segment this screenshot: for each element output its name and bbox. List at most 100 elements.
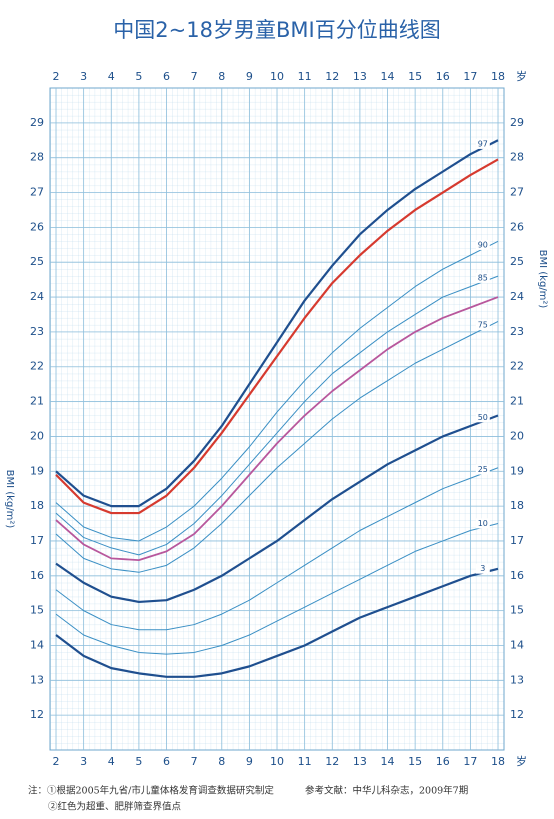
- x-tick-label: 18: [491, 70, 505, 83]
- y-tick-label: 27: [30, 186, 44, 199]
- x-tick-label: 6: [163, 70, 170, 83]
- y-tick-label: 18: [30, 499, 44, 512]
- line-label: 97: [478, 139, 488, 148]
- x-tick-label: 15: [408, 755, 422, 768]
- x-axis-unit: 岁: [516, 754, 527, 768]
- line-label: 50: [478, 413, 488, 422]
- percentile-line: [55, 158, 499, 515]
- x-tick-label: 13: [353, 755, 367, 768]
- y-tick-label: 28: [30, 151, 44, 164]
- line-label-bg: [475, 239, 490, 250]
- y-tick-label: 20: [30, 429, 44, 442]
- y-tick-label: 21: [30, 395, 44, 408]
- x-tick-label: 2: [53, 755, 60, 768]
- y-tick-label: 26: [30, 220, 44, 233]
- note: 注：①根据2005年九省/市儿童体格发育调查数据研究制定: [28, 785, 274, 797]
- x-tick-label: 3: [80, 70, 87, 83]
- y-tick-label: 29: [510, 116, 524, 129]
- line-label: 85: [478, 273, 488, 282]
- y-tick-label: 13: [30, 673, 44, 686]
- x-tick-label: 2: [53, 70, 60, 83]
- x-tick-label: 9: [246, 755, 253, 768]
- x-tick-label: 17: [463, 70, 477, 83]
- y-tick-label: 12: [510, 708, 524, 721]
- y-tick-label: 29: [30, 116, 44, 129]
- x-tick-label: 13: [353, 70, 367, 83]
- line-label-bg: [475, 320, 490, 331]
- y-tick-label: 26: [510, 220, 524, 233]
- chart-title: 中国2~18岁男童BMI百分位曲线图: [113, 18, 440, 42]
- x-tick-label: 5: [135, 70, 142, 83]
- x-tick-label: 14: [381, 70, 395, 83]
- x-tick-label: 10: [270, 70, 284, 83]
- y-tick-label: 19: [510, 464, 524, 477]
- y-tick-label: 21: [510, 395, 524, 408]
- line-label-bg: [475, 138, 490, 149]
- x-tick-label: 11: [298, 755, 312, 768]
- y-tick-label: 16: [30, 569, 44, 582]
- percentile-line: [55, 320, 499, 573]
- x-tick-label: 7: [191, 70, 198, 83]
- y-tick-label: 22: [30, 360, 44, 373]
- percentile-line: [55, 275, 499, 556]
- note: ②红色为超重、肥胖筛查界值点: [48, 801, 182, 813]
- x-tick-label: 6: [163, 755, 170, 768]
- x-tick-label: 15: [408, 70, 422, 83]
- y-tick-label: 18: [510, 499, 524, 512]
- x-tick-label: 8: [218, 755, 225, 768]
- y-tick-label: 14: [510, 638, 524, 651]
- x-tick-label: 16: [436, 755, 450, 768]
- percentile-line: [55, 567, 499, 678]
- x-tick-label: 9: [246, 70, 253, 83]
- y-tick-label: 17: [510, 534, 524, 547]
- y-tick-label: 23: [30, 325, 44, 338]
- line-label: 90: [478, 240, 488, 249]
- y-tick-label: 12: [30, 708, 44, 721]
- x-tick-label: 14: [381, 755, 395, 768]
- y-tick-label: 13: [510, 673, 524, 686]
- x-tick-label: 16: [436, 70, 450, 83]
- y-tick-label: 25: [510, 255, 524, 268]
- y-tick-label: 24: [30, 290, 44, 303]
- y-axis-label: BMI (kg/m²): [537, 250, 548, 309]
- percentile-line: [55, 467, 499, 631]
- y-tick-label: 25: [30, 255, 44, 268]
- x-tick-label: 4: [108, 70, 115, 83]
- y-tick-label: 19: [30, 464, 44, 477]
- y-tick-label: 28: [510, 151, 524, 164]
- x-tick-label: 5: [135, 755, 142, 768]
- percentile-line: [55, 296, 499, 562]
- percentile-line: [55, 414, 499, 604]
- x-tick-label: 10: [270, 755, 284, 768]
- x-tick-label: 8: [218, 70, 225, 83]
- line-label: 75: [478, 321, 488, 330]
- y-tick-label: 24: [510, 290, 524, 303]
- y-tick-label: 14: [30, 638, 44, 651]
- y-tick-label: 22: [510, 360, 524, 373]
- line-label: 3: [480, 564, 485, 573]
- line-label-bg: [475, 412, 490, 423]
- x-axis-unit: 岁: [516, 69, 527, 83]
- line-label: 25: [478, 465, 488, 474]
- x-tick-label: 12: [325, 755, 339, 768]
- y-tick-label: 20: [510, 429, 524, 442]
- line-label: 10: [478, 519, 488, 528]
- percentile-line: [55, 139, 499, 508]
- percentile-line: [55, 523, 499, 655]
- x-tick-label: 17: [463, 755, 477, 768]
- y-tick-label: 27: [510, 186, 524, 199]
- line-label-bg: [475, 518, 490, 529]
- y-tick-label: 15: [510, 604, 524, 617]
- y-tick-label: 15: [30, 604, 44, 617]
- x-tick-label: 7: [191, 755, 198, 768]
- x-tick-label: 11: [298, 70, 312, 83]
- x-tick-label: 12: [325, 70, 339, 83]
- y-tick-label: 16: [510, 569, 524, 582]
- percentile-line: [55, 240, 499, 542]
- x-tick-label: 18: [491, 755, 505, 768]
- y-tick-label: 17: [30, 534, 44, 547]
- x-tick-label: 3: [80, 755, 87, 768]
- y-tick-label: 23: [510, 325, 524, 338]
- y-axis-label: BMI (kg/m²): [4, 470, 15, 529]
